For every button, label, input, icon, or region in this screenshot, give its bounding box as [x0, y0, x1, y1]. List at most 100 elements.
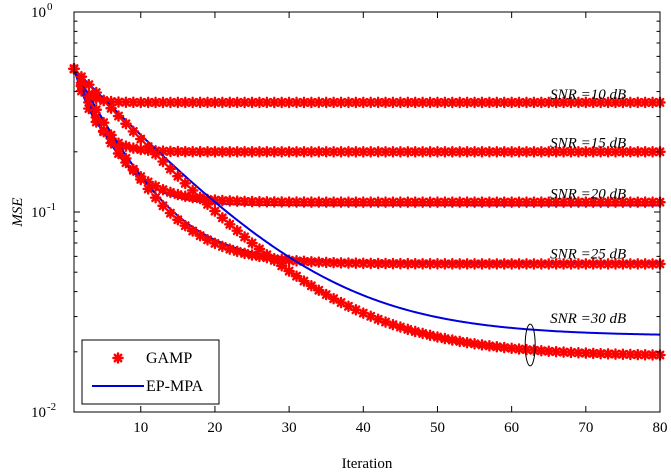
gap-ellipse [524, 323, 536, 367]
gamp-point [350, 196, 362, 208]
x-tick-label: 70 [578, 420, 593, 436]
gamp-point [387, 96, 399, 109]
x-tick-label: 10 [133, 420, 148, 436]
gamp-point [617, 145, 629, 158]
gamp-point [550, 258, 562, 270]
gamp-point [253, 243, 266, 255]
legend-label: EP-MPA [146, 378, 204, 395]
gamp-point [127, 163, 140, 176]
gamp-point [453, 196, 466, 208]
gamp-point [453, 335, 466, 348]
x-tick-label: 80 [653, 420, 668, 436]
gamp-point [172, 170, 184, 182]
y-tick-exp: -1 [47, 201, 56, 213]
gamp-point [223, 218, 236, 231]
gamp-point [320, 288, 332, 301]
epmpa-line-4 [73, 68, 661, 336]
gamp-point [646, 349, 659, 361]
gamp-point [416, 257, 429, 270]
gamp-point [468, 258, 481, 270]
snr-annotation: SNR =25 dB [550, 247, 626, 263]
gamp-point [223, 195, 236, 207]
y-tick-base: 10 [31, 405, 46, 421]
gamp-point [179, 177, 192, 190]
snr-annotation: SNR =20 dB [550, 186, 626, 202]
gamp-point [357, 257, 370, 270]
gamp-point [164, 207, 177, 219]
gamp-point [305, 279, 318, 292]
gamp-point [602, 258, 614, 270]
gamp-point [528, 196, 540, 208]
gamp-point [402, 196, 414, 208]
gamp-point [364, 96, 377, 109]
gamp-point [157, 155, 169, 168]
gamp-point [409, 325, 422, 338]
gamp-point [631, 258, 644, 270]
gamp-point [312, 284, 325, 297]
gamp-point [639, 145, 651, 158]
gamp-point [542, 145, 555, 158]
gamp-point [283, 265, 295, 277]
gamp-point [639, 196, 651, 208]
x-tick-label: 20 [207, 420, 222, 436]
gamp-point [298, 96, 310, 109]
gamp-point [587, 258, 600, 270]
x-tick-label: 40 [356, 420, 371, 436]
gamp-point [172, 188, 184, 201]
gamp-point [194, 229, 206, 242]
y-tick-base: 10 [31, 5, 46, 21]
gamp-point [364, 196, 377, 208]
gamp-point [402, 257, 414, 270]
gamp-point [231, 245, 243, 258]
gamp-point [105, 137, 117, 149]
series-layer [68, 62, 666, 361]
y-tick-label: 10 0 [31, 1, 53, 21]
gamp-point [513, 145, 525, 158]
y-tick-label: 10 -1 [31, 201, 56, 221]
gamp-point [609, 145, 622, 158]
snr-annotation: SNR =30 dB [550, 311, 626, 327]
gamp-point [535, 258, 548, 270]
gamp-point [75, 70, 88, 83]
gamp-point [446, 334, 459, 346]
gamp-point [298, 196, 310, 208]
gamp-point [261, 248, 273, 261]
gamp-point [402, 145, 414, 158]
gamp-point [194, 191, 206, 204]
gamp-point [90, 103, 103, 116]
gamp-point [505, 258, 518, 270]
legend-label: GAMP [146, 350, 192, 367]
gamp-point [416, 96, 429, 109]
gamp-point [557, 145, 570, 158]
legend: GAMP EP-MPA [81, 339, 220, 405]
gamp-point [112, 141, 125, 153]
gamp-point [238, 247, 251, 260]
snr-annotation: SNR =15 dB [550, 136, 626, 152]
gamp-point [557, 96, 570, 109]
gamp-point [372, 257, 384, 270]
gamp-point [550, 145, 562, 158]
gamp-point [424, 329, 436, 342]
gamp-point [327, 196, 340, 208]
gamp-point [201, 198, 214, 211]
gamp-point [149, 148, 162, 160]
y-axis-label: MSE [10, 197, 26, 227]
gamp-point [90, 86, 103, 99]
gamp-point [186, 225, 199, 237]
gamp-point [209, 145, 221, 158]
x-axis-label: Iteration [342, 456, 393, 472]
gamp-point [379, 145, 392, 158]
gamp-point [268, 254, 281, 267]
gamp-point [461, 196, 473, 208]
gamp-point [179, 190, 192, 203]
gamp-point [134, 133, 147, 145]
gamp-point [149, 96, 162, 109]
gamp-point [127, 142, 140, 155]
gamp-point [238, 231, 251, 243]
gamp-point [513, 196, 525, 208]
gamp-point [238, 195, 251, 208]
y-tick-base: 10 [31, 205, 46, 221]
gamp-point [97, 116, 110, 129]
gamp-point [453, 258, 466, 270]
